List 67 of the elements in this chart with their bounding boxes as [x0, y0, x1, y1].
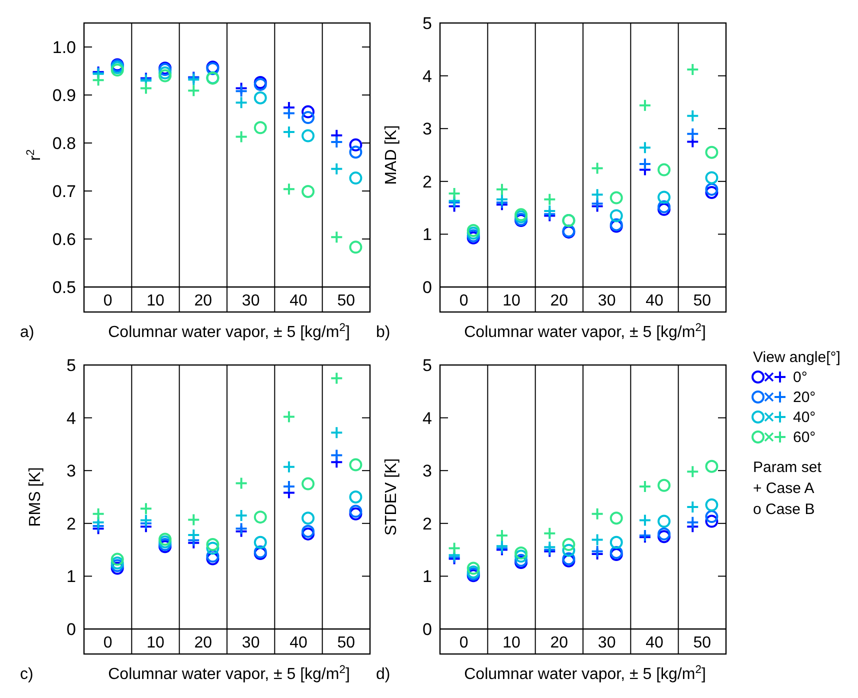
x-tick-label: 40 [290, 634, 308, 652]
x-axis-title: Columnar water vapor, ± 5 [kg/m$^{2}$] [108, 322, 350, 341]
legend-label: 20° [793, 389, 816, 406]
x-tick-label: 20 [550, 634, 568, 652]
text: Param set [753, 459, 822, 476]
y-tick-label: 1.0 [52, 38, 76, 57]
legend-title: View angle[°] [753, 349, 840, 366]
y-tick-label: 0 [422, 278, 432, 297]
y-tick-label: 5 [422, 356, 432, 375]
legend-label: 0° [793, 369, 808, 386]
x-tick-label: 40 [646, 292, 664, 310]
y-tick-label: 5 [66, 356, 76, 375]
x-tick-label: 40 [290, 292, 308, 310]
x-tick-label: 30 [598, 292, 616, 310]
text: b) [376, 324, 390, 341]
y-tick-label: 1 [66, 567, 76, 586]
y-tick-label: 0.7 [52, 182, 76, 201]
y-tick-label: 3 [66, 462, 76, 481]
y-tick-label: 0.5 [52, 278, 76, 297]
y-tick-label: 1 [422, 567, 432, 586]
x-tick-label: 50 [337, 634, 356, 652]
x-tick-label: 0 [103, 634, 112, 652]
y-tick-label: 0.6 [52, 230, 76, 249]
x-tick-label: 0 [459, 634, 468, 652]
legend-label: 60° [793, 429, 816, 446]
x-tick-label: 40 [646, 634, 664, 652]
y-tick-label: 4 [422, 408, 432, 428]
x-tick-label: 10 [146, 292, 164, 310]
y-tick-label: 2 [422, 514, 432, 534]
text: o Case B [753, 501, 815, 518]
x-tick-label: 20 [194, 634, 212, 652]
y-tick-label: 3 [422, 120, 432, 139]
x-tick-label: 20 [550, 292, 568, 310]
x-tick-label: 50 [693, 634, 712, 652]
x-axis-title: Columnar water vapor, ± 5 [kg/m$^{2}$] [464, 664, 706, 683]
y-tick-label: 0 [66, 620, 76, 639]
x-tick-label: 30 [242, 292, 260, 310]
x-axis-title: Columnar water vapor, ± 5 [kg/m$^{2}$] [464, 322, 706, 341]
y-tick-label: 0.8 [52, 134, 76, 153]
y-tick-label: 0.9 [52, 86, 76, 105]
x-tick-label: 0 [459, 292, 468, 310]
y-axis-title: STDEV [K] [383, 458, 400, 536]
y-tick-label: 5 [422, 14, 432, 33]
legend-label: 40° [793, 409, 816, 426]
x-tick-label: 10 [502, 634, 520, 652]
text: + Case A [753, 480, 814, 497]
text: c) [20, 666, 34, 683]
x-tick-label: 30 [598, 634, 616, 652]
y-tick-label: 2 [422, 172, 432, 192]
x-tick-label: 50 [693, 292, 712, 310]
text: a) [20, 324, 34, 341]
y-tick-label: 0 [422, 620, 432, 639]
x-tick-label: 0 [103, 292, 112, 310]
y-tick-label: 4 [422, 66, 432, 86]
x-tick-label: 10 [146, 634, 164, 652]
x-tick-label: 30 [242, 634, 260, 652]
y-tick-label: 1 [422, 225, 432, 244]
x-tick-label: 50 [337, 292, 356, 310]
x-tick-label: 20 [194, 292, 212, 310]
y-axis-title: RMS [K] [27, 467, 44, 527]
y-tick-label: 4 [66, 408, 76, 428]
y-tick-label: 2 [66, 514, 76, 534]
y-tick-label: 3 [422, 462, 432, 481]
y-axis-title: MAD [K] [383, 125, 400, 185]
text: d) [376, 666, 390, 683]
x-axis-title: Columnar water vapor, ± 5 [kg/m$^{2}$] [108, 664, 350, 683]
x-tick-label: 10 [502, 292, 520, 310]
